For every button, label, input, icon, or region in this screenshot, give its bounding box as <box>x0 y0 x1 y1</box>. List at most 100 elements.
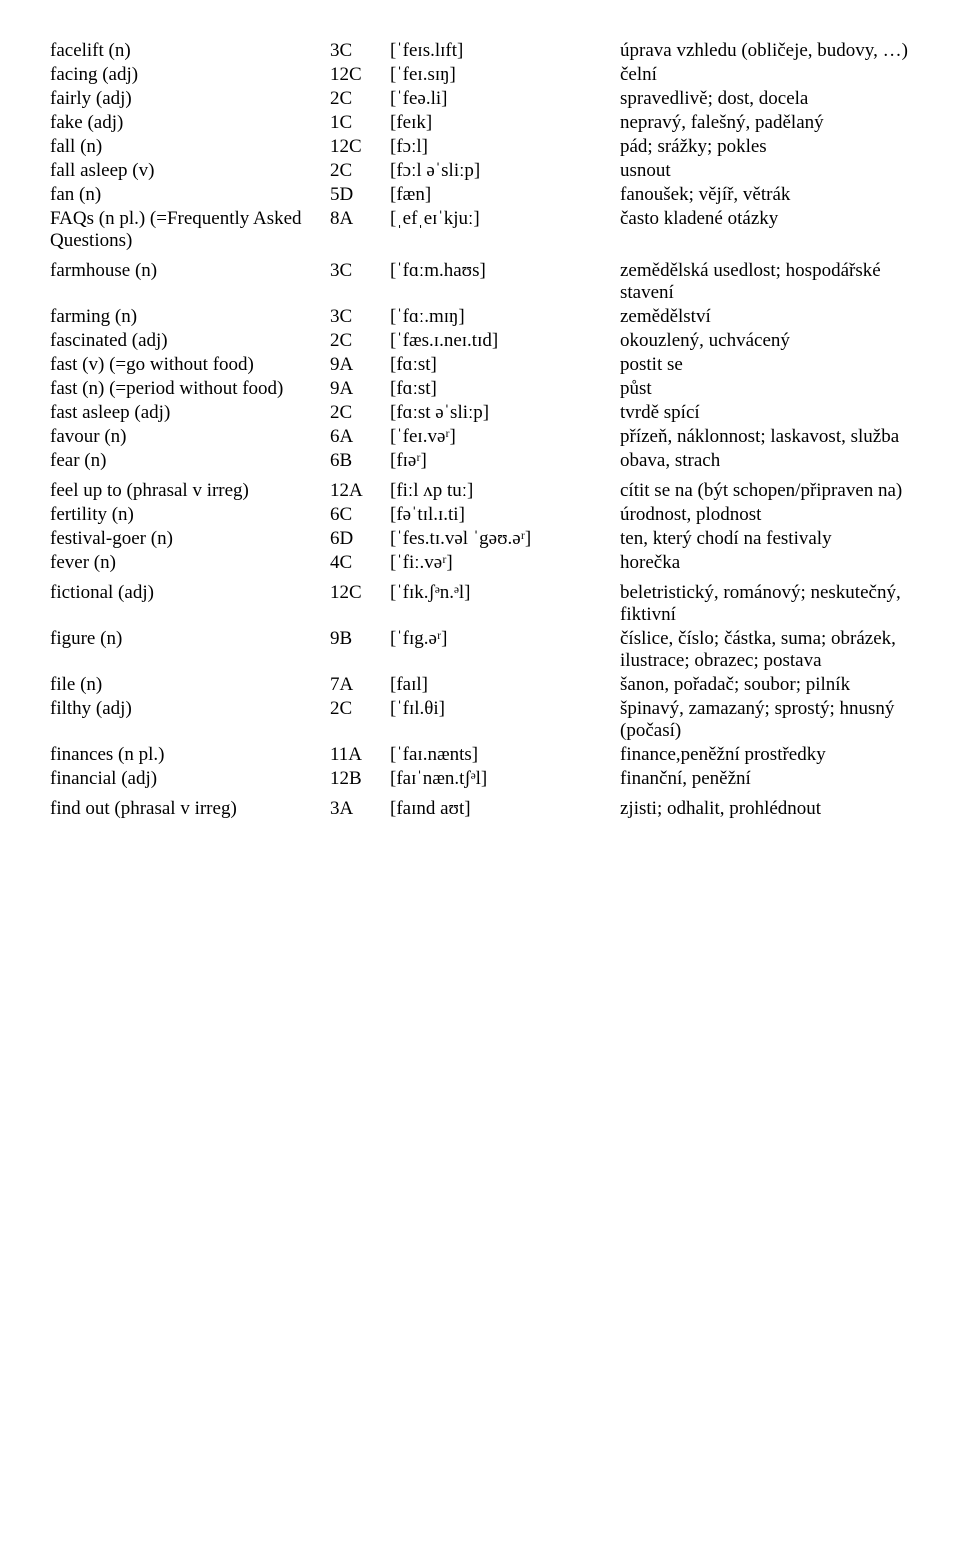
ipa-cell: [ˈfeə.li] <box>390 88 620 110</box>
word-cell: file (n) <box>50 674 330 696</box>
definition-cell: půst <box>620 378 910 400</box>
definition-cell: postit se <box>620 354 910 376</box>
ipa-cell: [fəˈtɪl.ɪ.ti] <box>390 504 620 526</box>
word-cell: fast asleep (adj) <box>50 402 330 424</box>
definition-cell: špinavý, zamazaný; sprostý; hnusný (poča… <box>620 698 910 742</box>
definition-cell: pád; srážky; pokles <box>620 136 910 158</box>
ipa-cell: [fæn] <box>390 184 620 206</box>
ipa-cell: [ˈfaɪ.nænts] <box>390 744 620 766</box>
ipa-cell: [fɑːst] <box>390 378 620 400</box>
unit-cell: 3A <box>330 798 390 820</box>
definition-cell: usnout <box>620 160 910 182</box>
unit-cell: 12A <box>330 480 390 502</box>
word-cell: find out (phrasal v irreg) <box>50 798 330 820</box>
definition-cell: zemědělská usedlost; hospodářské stavení <box>620 260 910 304</box>
definition-cell: fanoušek; vějíř, větrák <box>620 184 910 206</box>
definition-cell: úprava vzhledu (obličeje, budovy, …) <box>620 40 910 62</box>
unit-cell: 5D <box>330 184 390 206</box>
word-cell: facelift (n) <box>50 40 330 62</box>
unit-cell: 12B <box>330 768 390 790</box>
ipa-cell: [faɪˈnæn.tʃᵊl] <box>390 768 620 790</box>
unit-cell: 12C <box>330 136 390 158</box>
unit-cell: 7A <box>330 674 390 696</box>
definition-cell: přízeň, náklonnost; laskavost, služba <box>620 426 910 448</box>
word-cell: fall (n) <box>50 136 330 158</box>
vocab-row: filthy (adj)2C[ˈfɪl.θi]špinavý, zamazaný… <box>50 698 910 742</box>
vocab-row: fertility (n)6C[fəˈtɪl.ɪ.ti]úrodnost, pl… <box>50 504 910 526</box>
word-cell: fake (adj) <box>50 112 330 134</box>
ipa-cell: [ˈfeɪs.lɪft] <box>390 40 620 62</box>
definition-cell: horečka <box>620 552 910 574</box>
ipa-cell: [ˌefˌeɪˈkjuː] <box>390 208 620 230</box>
vocab-row: favour (n)6A[ˈfeɪ.vəʳ]přízeň, náklonnost… <box>50 426 910 448</box>
ipa-cell: [fɪəʳ] <box>390 450 620 472</box>
vocab-row: financial (adj)12B[faɪˈnæn.tʃᵊl]finanční… <box>50 768 910 790</box>
vocab-row: facelift (n)3C[ˈfeɪs.lɪft]úprava vzhledu… <box>50 40 910 62</box>
definition-cell: šanon, pořadač; soubor; pilník <box>620 674 910 696</box>
vocab-row: fast (n) (=period without food)9A[fɑːst]… <box>50 378 910 400</box>
unit-cell: 6B <box>330 450 390 472</box>
unit-cell: 9B <box>330 628 390 650</box>
unit-cell: 11A <box>330 744 390 766</box>
word-cell: fairly (adj) <box>50 88 330 110</box>
word-cell: fictional (adj) <box>50 582 330 604</box>
definition-cell: finanční, peněžní <box>620 768 910 790</box>
vocab-row: fairly (adj)2C[ˈfeə.li]spravedlivě; dost… <box>50 88 910 110</box>
vocab-row: fan (n)5D[fæn]fanoušek; vějíř, větrák <box>50 184 910 206</box>
unit-cell: 3C <box>330 306 390 328</box>
ipa-cell: [fiːl ʌp tuː] <box>390 480 620 502</box>
vocab-row: find out (phrasal v irreg)3A[faɪnd aʊt]z… <box>50 798 910 820</box>
vocab-row: farming (n)3C[ˈfɑː.mɪŋ]zemědělství <box>50 306 910 328</box>
vocab-row: fear (n)6B[fɪəʳ]obava, strach <box>50 450 910 472</box>
word-cell: fertility (n) <box>50 504 330 526</box>
word-cell: farming (n) <box>50 306 330 328</box>
word-cell: filthy (adj) <box>50 698 330 720</box>
word-cell: festival-goer (n) <box>50 528 330 550</box>
vocab-row: figure (n)9B[ˈfɪg.əʳ]číslice, číslo; čás… <box>50 628 910 672</box>
word-cell: fan (n) <box>50 184 330 206</box>
vocab-row: fall asleep (v)2C[fɔːl əˈsliːp]usnout <box>50 160 910 182</box>
unit-cell: 2C <box>330 402 390 424</box>
unit-cell: 6D <box>330 528 390 550</box>
ipa-cell: [faɪnd aʊt] <box>390 798 620 820</box>
word-cell: finances (n pl.) <box>50 744 330 766</box>
definition-cell: ten, který chodí na festivaly <box>620 528 910 550</box>
ipa-cell: [ˈfɪg.əʳ] <box>390 628 620 650</box>
unit-cell: 9A <box>330 354 390 376</box>
ipa-cell: [ˈfeɪ.vəʳ] <box>390 426 620 448</box>
vocab-row: fascinated (adj)2C[ˈfæs.ɪ.neɪ.tɪd]okouzl… <box>50 330 910 352</box>
ipa-cell: [ˈfɪl.θi] <box>390 698 620 720</box>
vocab-row: farmhouse (n)3C[ˈfɑːm.haʊs]zemědělská us… <box>50 260 910 304</box>
definition-cell: číslice, číslo; částka, suma; obrázek, i… <box>620 628 910 672</box>
vocabulary-table: facelift (n) 3C [ˈfeɪs.lɪft]úprava vzhledu… <box>50 40 910 820</box>
unit-cell: 9A <box>330 378 390 400</box>
definition-cell: často kladené otázky <box>620 208 910 230</box>
vocab-row: fast asleep (adj)2C[fɑːst əˈsliːp]tvrdě … <box>50 402 910 424</box>
unit-cell: 6A <box>330 426 390 448</box>
ipa-cell: [feɪk] <box>390 112 620 134</box>
word-cell: financial (adj) <box>50 768 330 790</box>
unit-cell: 12C <box>330 64 390 86</box>
unit-cell: 6C <box>330 504 390 526</box>
definition-cell: okouzlený, uchvácený <box>620 330 910 352</box>
ipa-cell: [fɔːl əˈsliːp] <box>390 160 620 182</box>
unit-cell: 12C <box>330 582 390 604</box>
ipa-cell: [ˈfeɪ.sɪŋ] <box>390 64 620 86</box>
word-cell: fascinated (adj) <box>50 330 330 352</box>
definition-cell: zjisti; odhalit, prohlédnout <box>620 798 910 820</box>
definition-cell: čelní <box>620 64 910 86</box>
word-cell: fast (v) (=go without food) <box>50 354 330 376</box>
ipa-cell: [ˈfɑː.mɪŋ] <box>390 306 620 328</box>
definition-cell: finance,peněžní prostředky <box>620 744 910 766</box>
word-cell: facing (adj) <box>50 64 330 86</box>
word-cell: fever (n) <box>50 552 330 574</box>
unit-cell: 2C <box>330 88 390 110</box>
definition-cell: tvrdě spící <box>620 402 910 424</box>
ipa-cell: [ˈfiː.vəʳ] <box>390 552 620 574</box>
vocab-row: file (n)7A[faɪl]šanon, pořadač; soubor; … <box>50 674 910 696</box>
definition-cell: spravedlivě; dost, docela <box>620 88 910 110</box>
word-cell: favour (n) <box>50 426 330 448</box>
unit-cell: 2C <box>330 330 390 352</box>
vocab-row: fast (v) (=go without food)9A[fɑːst]post… <box>50 354 910 376</box>
vocab-row: festival-goer (n)6D[ˈfes.tɪ.vəl ˈgəʊ.əʳ]… <box>50 528 910 550</box>
